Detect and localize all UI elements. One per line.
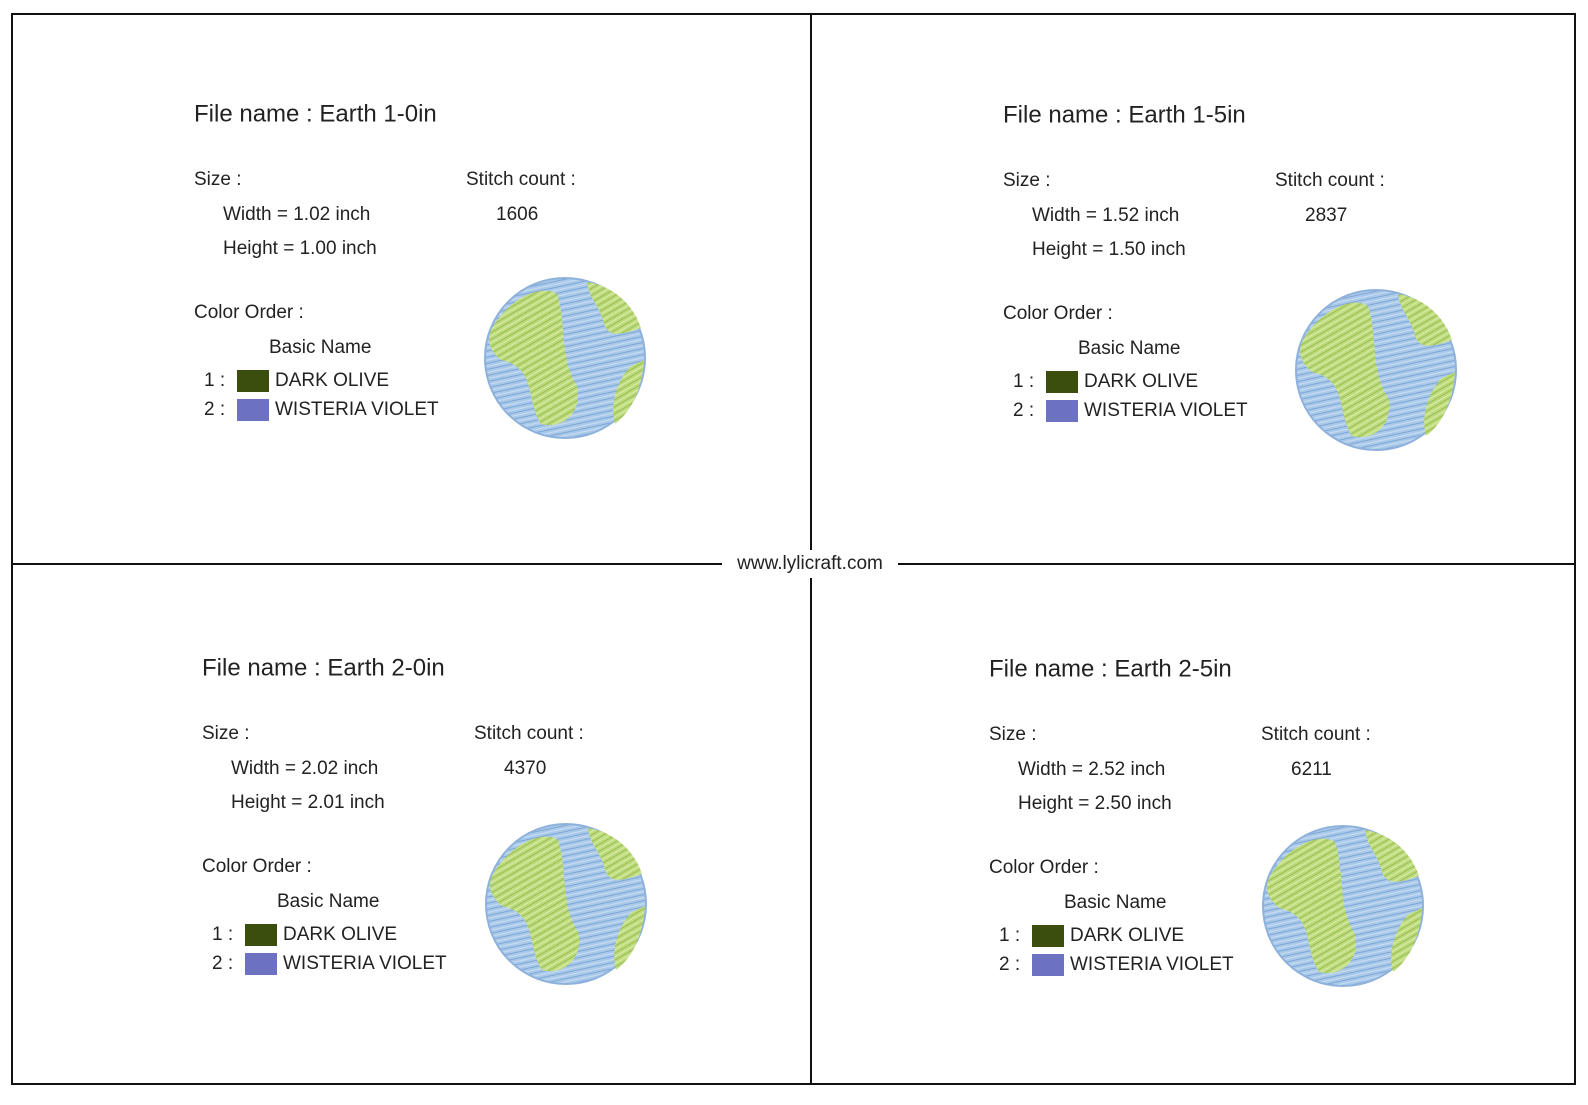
earth-land <box>1267 838 1357 974</box>
width: Width = 2.52 inch <box>1018 759 1165 780</box>
watermark: www.lylicraft.com <box>736 553 883 574</box>
earth-land <box>1424 372 1455 436</box>
color-index: 2 : <box>204 399 225 420</box>
color-order-label: Color Order : <box>202 856 312 877</box>
earth-design <box>1295 289 1457 451</box>
basic-name: Basic Name <box>269 337 371 358</box>
color-name: DARK OLIVE <box>1070 925 1184 946</box>
color-name: DARK OLIVE <box>275 370 389 391</box>
color-name: WISTERIA VIOLET <box>275 399 439 420</box>
stitch-count: 1606 <box>496 204 538 225</box>
color-order-label: Color Order : <box>194 302 304 323</box>
basic-name: Basic Name <box>277 891 379 912</box>
color-name: WISTERIA VIOLET <box>1070 954 1234 975</box>
color-swatch <box>1046 400 1078 422</box>
basic-name: Basic Name <box>1078 338 1180 359</box>
height: Height = 1.00 inch <box>223 238 377 259</box>
color-name: WISTERIA VIOLET <box>283 953 447 974</box>
color-name: DARK OLIVE <box>283 924 397 945</box>
panel: File name : Earth 2-5in Size : Stitch coun… <box>989 655 1424 987</box>
color-index: 1 : <box>212 924 233 945</box>
panel: File name : Earth 1-5in Size : Stitch coun… <box>1003 101 1457 451</box>
color-order-label: Color Order : <box>989 857 1099 878</box>
earth-land <box>490 836 580 972</box>
earth-land <box>588 828 642 880</box>
earth-land <box>614 906 645 970</box>
stitch-label: Stitch count : <box>1275 170 1385 191</box>
color-index: 2 : <box>1013 400 1034 421</box>
file-name: File name : Earth 1-5in <box>1003 101 1246 128</box>
basic-name: Basic Name <box>1064 892 1166 913</box>
color-swatch <box>1032 954 1064 976</box>
earth-land <box>613 360 644 424</box>
color-swatch <box>1032 925 1064 947</box>
size-label: Size : <box>989 724 1037 745</box>
color-index: 2 : <box>212 953 233 974</box>
earth-design <box>1262 825 1424 987</box>
earth-land <box>1398 294 1452 346</box>
stitch-count: 6211 <box>1291 759 1332 780</box>
color-index: 1 : <box>1013 371 1034 392</box>
earth-land <box>587 282 641 334</box>
color-order-label: Color Order : <box>1003 303 1113 324</box>
earth-land <box>1365 830 1419 882</box>
color-index: 1 : <box>999 925 1020 946</box>
frame <box>11 13 1576 1085</box>
height: Height = 1.50 inch <box>1032 239 1186 260</box>
color-swatch <box>245 953 277 975</box>
width: Width = 1.52 inch <box>1032 205 1179 226</box>
color-swatch <box>1046 371 1078 393</box>
earth-design <box>484 277 646 439</box>
size-label: Size : <box>202 723 250 744</box>
height: Height = 2.01 inch <box>231 792 385 813</box>
stitch-label: Stitch count : <box>1261 724 1371 745</box>
file-name: File name : Earth 2-5in <box>989 655 1232 682</box>
panel: File name : Earth 1-0in Size : Stitch coun… <box>194 100 646 439</box>
color-index: 1 : <box>204 370 225 391</box>
earth-design <box>485 823 647 985</box>
color-swatch <box>245 924 277 946</box>
size-label: Size : <box>194 169 242 190</box>
stitch-label: Stitch count : <box>474 723 584 744</box>
stitch-label: Stitch count : <box>466 169 576 190</box>
color-name: WISTERIA VIOLET <box>1084 400 1248 421</box>
color-index: 2 : <box>999 954 1020 975</box>
panel: File name : Earth 2-0in Size : Stitch coun… <box>202 654 647 985</box>
earth-land <box>1391 908 1422 972</box>
watermark-bg <box>722 550 898 578</box>
color-swatch <box>237 399 269 421</box>
file-name: File name : Earth 1-0in <box>194 100 437 127</box>
earth-land <box>1300 302 1390 438</box>
stitch-count: 4370 <box>504 758 546 779</box>
color-name: DARK OLIVE <box>1084 371 1198 392</box>
color-swatch <box>237 370 269 392</box>
width: Width = 1.02 inch <box>223 204 370 225</box>
stitch-count: 2837 <box>1305 205 1347 226</box>
width: Width = 2.02 inch <box>231 758 378 779</box>
earth-land <box>489 290 579 426</box>
file-name: File name : Earth 2-0in <box>202 654 445 681</box>
height: Height = 2.50 inch <box>1018 793 1172 814</box>
size-label: Size : <box>1003 170 1051 191</box>
